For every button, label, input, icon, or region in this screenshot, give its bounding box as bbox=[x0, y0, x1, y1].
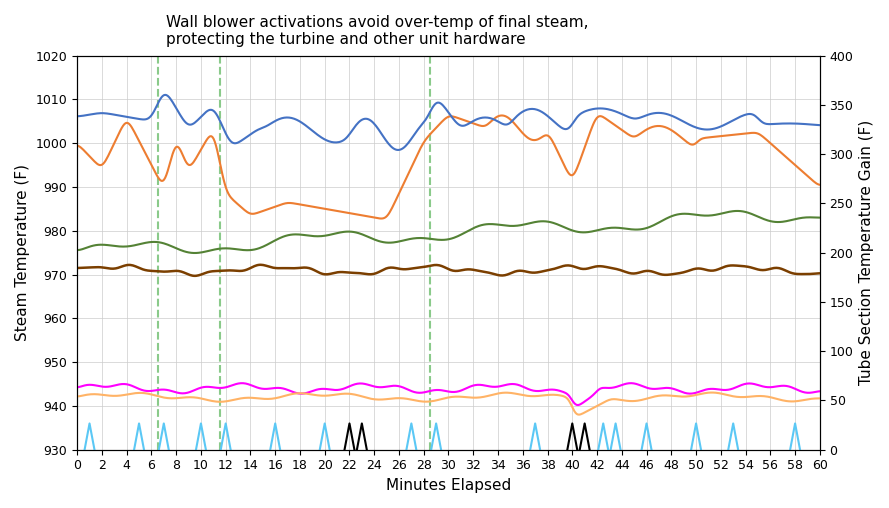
Text: Wall blower activations avoid over-temp of final steam,
protecting the turbine a: Wall blower activations avoid over-temp … bbox=[166, 15, 589, 47]
Y-axis label: Steam Temperature (F): Steam Temperature (F) bbox=[15, 164, 30, 341]
X-axis label: Minutes Elapsed: Minutes Elapsed bbox=[386, 478, 511, 493]
Y-axis label: Tube Section Temperature Gain (F): Tube Section Temperature Gain (F) bbox=[859, 120, 874, 385]
